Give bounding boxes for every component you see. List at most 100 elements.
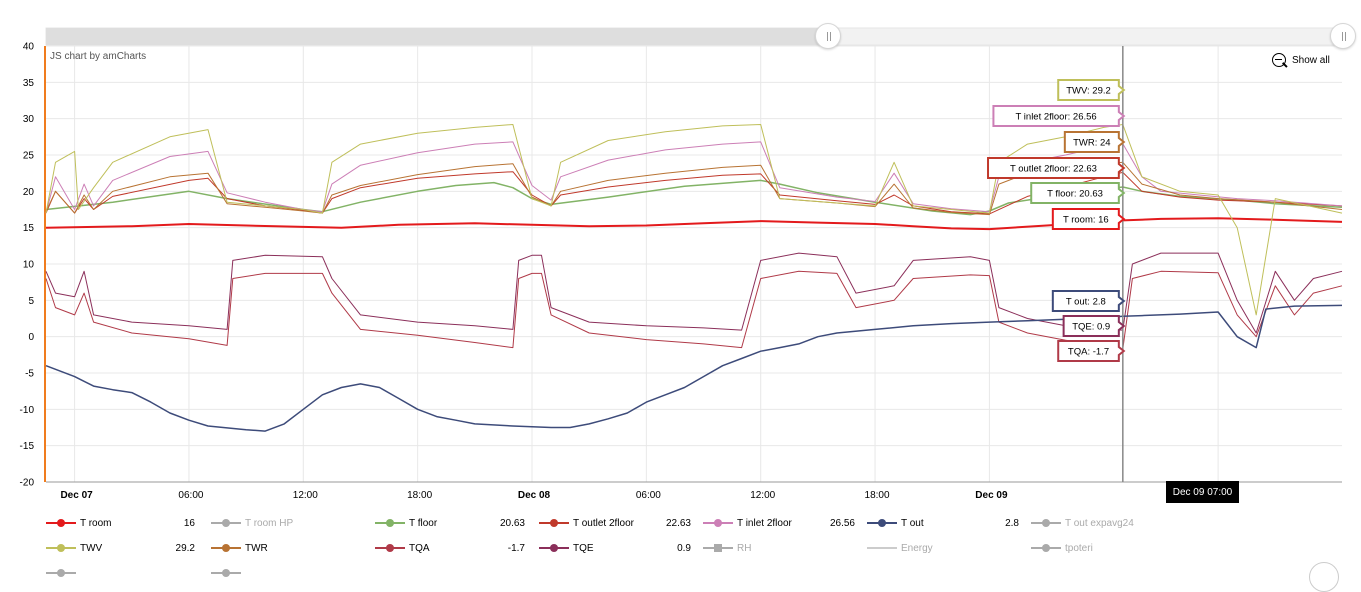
scrollbar[interactable] [45,27,1343,46]
tooltip-text: TQA: -1.7 [1068,347,1109,358]
plot-series [45,124,1343,432]
legend-value: 0.9 [677,542,691,554]
x-tick-label: Dec 07 [60,490,93,501]
legend-label: TWV [80,542,103,554]
y-tick-label: 30 [23,114,35,125]
legend-marker-icon [867,515,897,531]
x-tick-label: 06:00 [636,490,661,501]
x-tick-label: Dec 08 [518,490,551,501]
menu-button[interactable] [1309,562,1339,592]
legend-item[interactable]: T outlet 2floor 22.63 [539,515,691,531]
legend-item[interactable] [211,565,245,581]
tooltip: TWV: 29.2 [1057,79,1126,101]
legend-label: TQE [573,542,594,554]
y-tick-label: 10 [23,260,35,271]
legend-item[interactable]: RH [703,540,751,556]
chart-credit[interactable]: JS chart by amCharts [50,51,147,62]
tooltip: T inlet 2floor: 26.56 [992,105,1126,127]
x-tick-label: 18:00 [407,490,432,501]
legend-marker-icon [375,515,405,531]
tooltip-box [992,105,1126,127]
legend-item[interactable] [46,565,80,581]
legend-value: -1.7 [507,542,525,554]
legend-item[interactable]: TQE 0.9 [539,540,691,556]
legend-item[interactable]: T out 2.8 [867,515,1019,531]
zoom-out-icon [1272,53,1286,67]
legend-label: T room HP [245,517,294,529]
legend-value: 2.8 [1005,517,1019,529]
scrollbar-end-grip[interactable] [1330,23,1356,49]
series-line-t-out[interactable] [45,304,1343,432]
tooltip-text: T out: 2.8 [1066,297,1106,308]
legend-value: 29.2 [175,542,195,554]
tooltip-box [1063,131,1126,153]
tooltip: TWR: 24 [1063,131,1126,153]
legend-label: TQA [409,542,430,554]
tooltip: T floor: 20.63 [1030,182,1126,204]
x-tick-label: 12:00 [750,490,775,501]
legend-marker-icon [211,540,241,556]
x-tick-label: 18:00 [865,490,890,501]
show-all-label: Show all [1292,54,1330,66]
legend-item[interactable]: T out expavg24 [1031,515,1134,531]
legend-item[interactable]: Energy [867,540,933,556]
show-all-button[interactable]: Show all [1272,50,1330,70]
legend-item[interactable]: TWV 29.2 [46,540,195,556]
cursor-date-label: Dec 09 07:00 [1166,481,1239,503]
legend-marker-icon [539,540,569,556]
legend-marker-icon [46,565,76,581]
legend-item[interactable]: T floor 20.63 [375,515,525,531]
legend-label: T room [80,517,112,529]
legend-marker-icon [539,515,569,531]
tooltip: T room: 16 [1051,208,1126,230]
y-tick-label: 25 [23,151,35,162]
scrollbar-start-grip[interactable] [815,23,841,49]
legend-marker-icon [1031,540,1061,556]
legend-item[interactable]: T inlet 2floor 26.56 [703,515,855,531]
tooltip-box [1062,315,1126,337]
legend-marker-icon [211,565,241,581]
tooltip-box [1051,208,1126,230]
legend-marker-icon [46,540,76,556]
tooltip-text: T inlet 2floor: 26.56 [1016,112,1097,123]
legend-marker-icon [211,515,241,531]
x-tick-label: 06:00 [178,490,203,501]
legend-label: tpoteri [1065,542,1093,554]
y-tick-label: -20 [20,478,35,489]
x-axis: Dec 07 06:00 12:00 18:00 Dec 08 06:00 12:00 18:… [60,490,1233,501]
scrollbar-thumb[interactable] [46,28,828,45]
legend-item[interactable]: tpoteri [1031,540,1093,556]
tooltip-box [1057,340,1126,362]
legend-item[interactable]: T room 16 [46,515,195,531]
tooltip: TQA: -1.7 [1057,340,1126,362]
legend-item[interactable]: T room HP [211,515,293,531]
legend-marker-icon [46,515,76,531]
legend-item[interactable]: TQA -1.7 [375,540,525,556]
tooltip: TQE: 0.9 [1062,315,1126,337]
series-line-twr[interactable] [45,161,1343,216]
legend-item[interactable]: TWR [211,540,268,556]
tooltip-text: T outlet 2floor: 22.63 [1010,164,1097,175]
legend-label: T outlet 2floor [573,517,634,529]
tooltip: T out: 2.8 [1051,290,1126,312]
chart-svg: 40 35 30 25 20 15 10 5 0 -5 -10 -15 -20 Dec 07 06:00 1… [20,27,1343,501]
legend-label: RH [737,542,752,554]
y-tick-label: -10 [20,405,35,416]
tooltip-text: T floor: 20.63 [1047,189,1103,200]
tooltip-box [987,157,1126,179]
y-tick-label: 5 [28,296,34,307]
tooltips: TWV: 29.2 T inlet 2floor: 26.56 TWR: 24 T o… [987,79,1126,362]
legend-marker-icon [867,540,897,556]
y-tick-label: 35 [23,78,35,89]
legend-marker-icon [703,540,733,556]
series-line-tqa[interactable] [45,270,1343,350]
x-tick-label: Dec 09 [975,490,1008,501]
legend-marker-icon [375,540,405,556]
chart: 40 35 30 25 20 15 10 5 0 -5 -10 -15 -20 Dec 07 06:00 1… [0,0,1361,573]
y-tick-label: 15 [23,223,35,234]
legend-marker-icon [703,515,733,531]
series-line-t-outlet-2floor[interactable] [45,171,1343,215]
series-line-tqe[interactable] [45,252,1343,334]
legend-label: T floor [409,517,438,529]
x-tick-label: 12:00 [293,490,318,501]
